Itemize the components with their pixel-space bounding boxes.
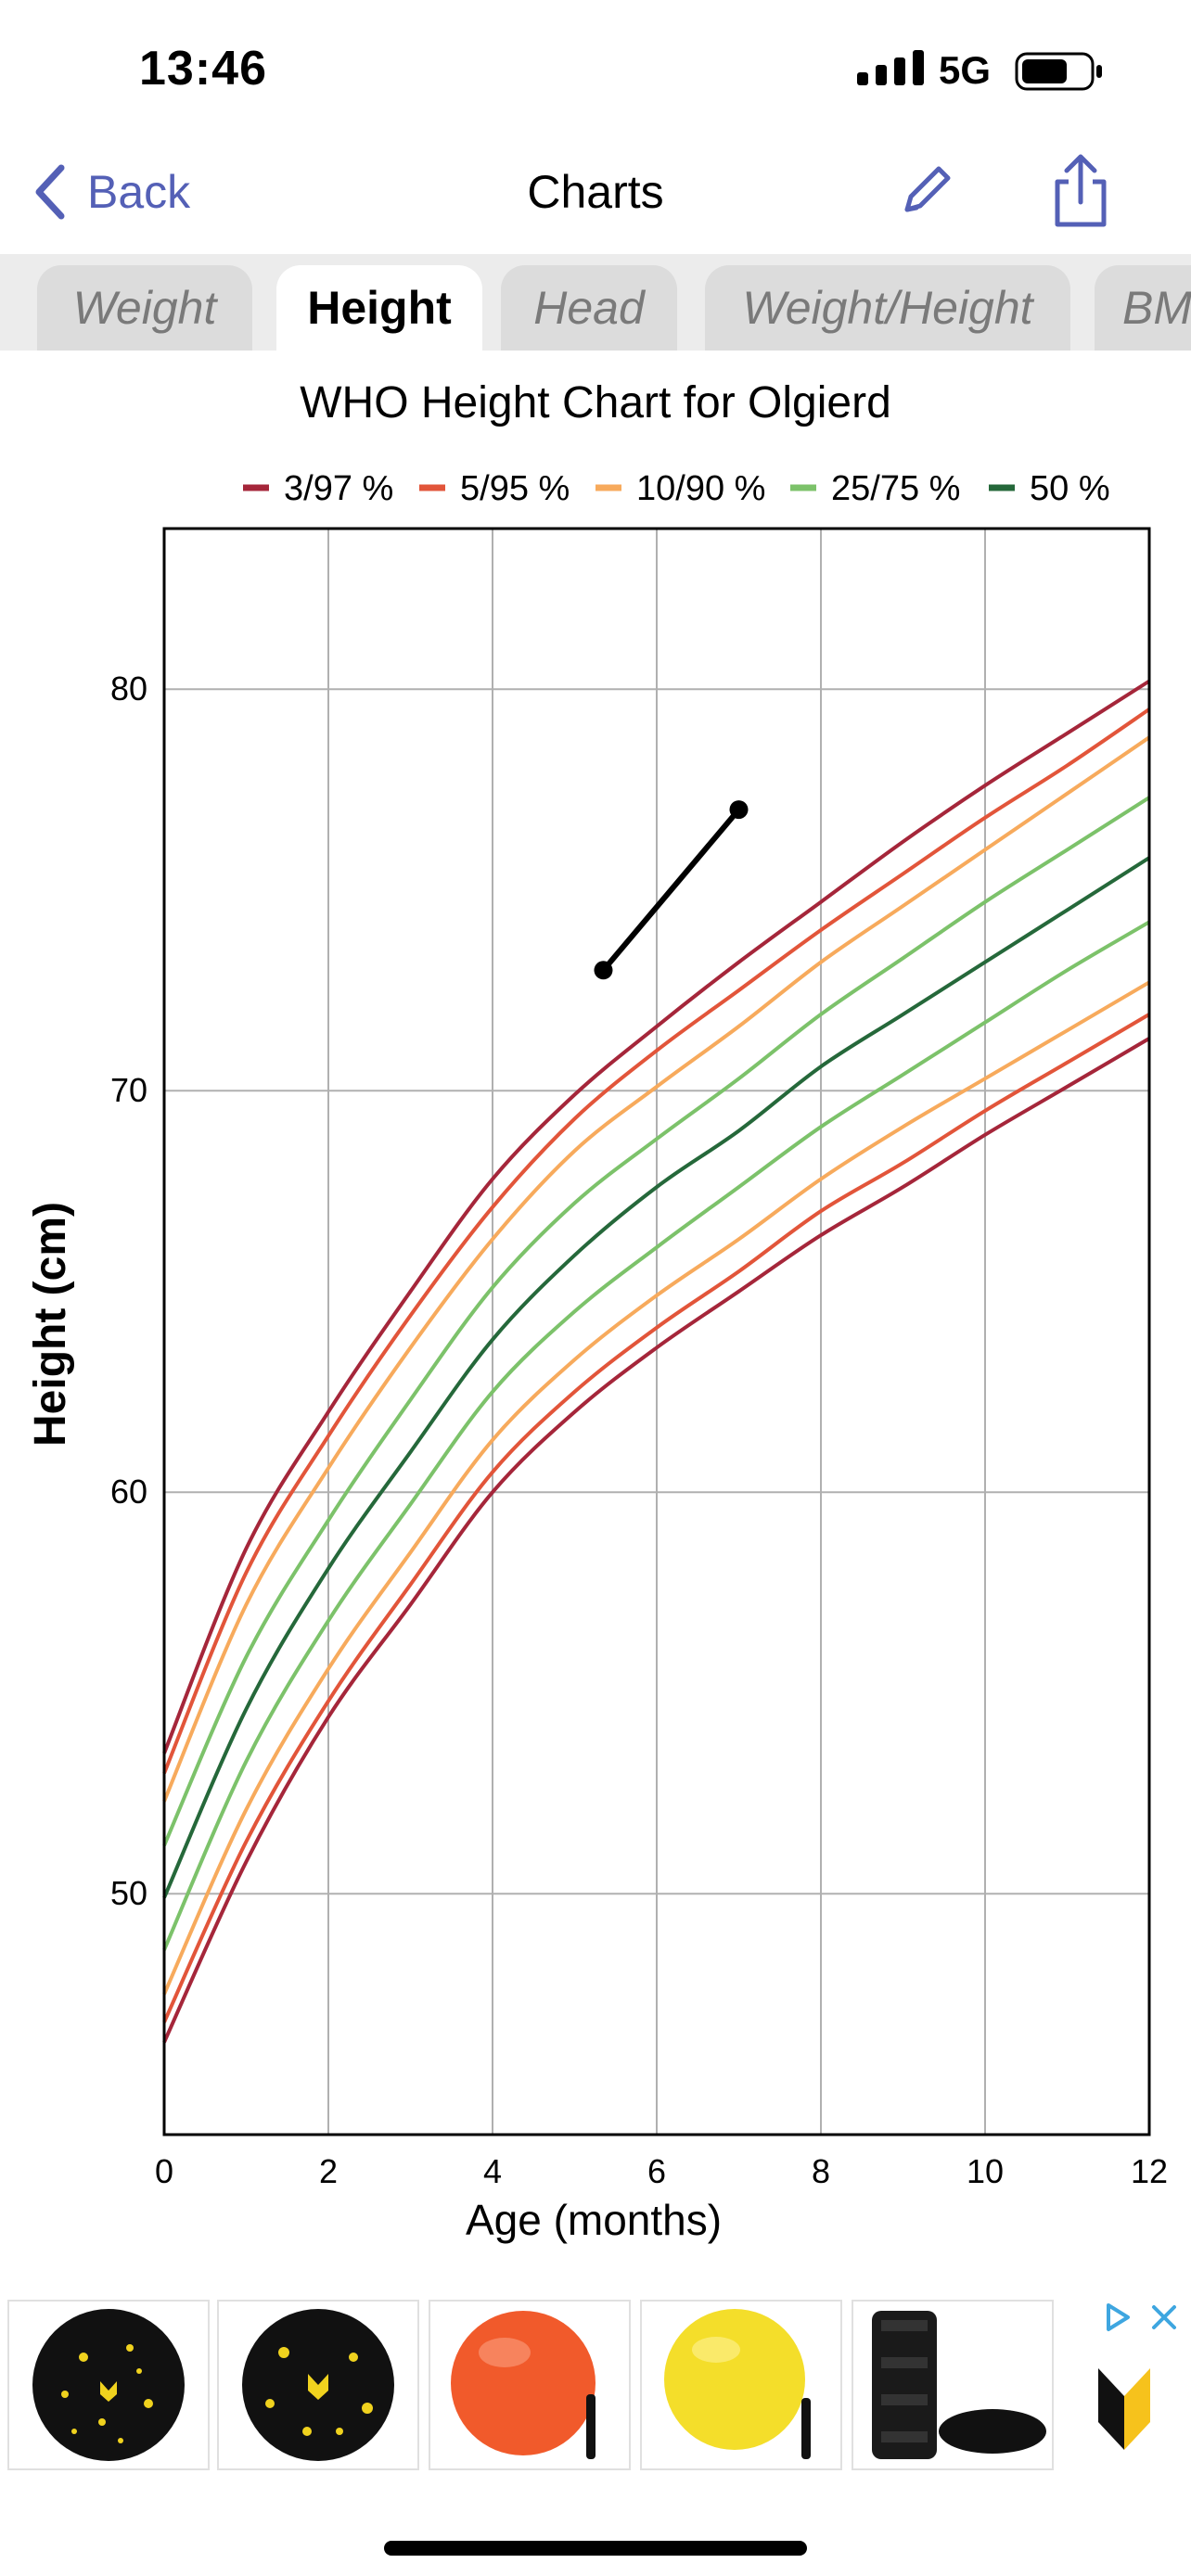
chart-legend: 3/97 % 5/95 % 10/90 % 25/75 % 50 %: [243, 469, 1110, 508]
height-chart: WHO Height Chart for Olgierd 3/97 % 5/95 …: [26, 378, 1168, 2244]
back-button[interactable]: Back: [33, 159, 190, 224]
chart-title: WHO Height Chart for Olgierd: [300, 378, 891, 427]
ad-product-3[interactable]: [429, 2300, 631, 2470]
percentile-line-25: [162, 920, 1151, 1951]
x-tick-label: 12: [1131, 2152, 1168, 2190]
massage-ball-image: [32, 2309, 185, 2461]
x-tick-label: 4: [483, 2152, 502, 2190]
percentile-line-3: [162, 1037, 1151, 2044]
back-label: Back: [87, 166, 191, 218]
ad-banner[interactable]: [0, 2290, 1191, 2485]
percentile-lines: [162, 679, 1151, 2044]
y-tick-label: 60: [110, 1473, 147, 1511]
foam-roller-image: [872, 2311, 1046, 2459]
chevron-left-icon: [35, 164, 65, 220]
x-tick-label: 2: [319, 2152, 338, 2190]
measurement-point[interactable]: [729, 800, 749, 820]
cellular-signal-icon: [857, 50, 924, 85]
exercise-ball-image: [451, 2311, 596, 2459]
x-tick-label: 10: [967, 2152, 1004, 2190]
navigation-bar: Back Charts: [0, 139, 1191, 250]
share-icon: [1055, 154, 1107, 227]
y-tick-label: 80: [110, 670, 147, 708]
battery-icon: [1015, 52, 1102, 91]
legend-label: 25/75 %: [831, 469, 960, 508]
tab-bmi[interactable]: BMI: [1095, 265, 1191, 351]
percentile-line-5: [162, 1013, 1151, 2023]
network-type: 5G: [939, 48, 992, 92]
chart-grid: [163, 529, 1150, 2135]
x-tick-label: 8: [812, 2152, 830, 2190]
adchoices-icon[interactable]: [1104, 2302, 1132, 2333]
tab-weight[interactable]: Weight: [37, 265, 252, 351]
percentile-line-75: [162, 796, 1151, 1847]
status-bar: 13:46 5G: [0, 0, 1191, 139]
share-button[interactable]: [1048, 152, 1113, 235]
measurement-series: [594, 800, 749, 980]
percentile-line-50: [162, 856, 1151, 1899]
ad-product-2[interactable]: [217, 2300, 419, 2470]
plot-frame: [162, 527, 1151, 2136]
legend-label: 5/95 %: [460, 469, 570, 508]
legend-label: 3/97 %: [284, 469, 393, 508]
brand-logo-icon: [1098, 2368, 1150, 2450]
home-indicator: [384, 2541, 807, 2556]
tab-weight-height[interactable]: Weight/Height: [705, 265, 1070, 351]
percentile-line-95: [162, 708, 1151, 1775]
close-ad-icon[interactable]: [1150, 2303, 1178, 2331]
y-tick-label: 50: [110, 1874, 147, 1912]
exercise-ball-image: [664, 2309, 811, 2459]
x-tick-label: 0: [155, 2152, 173, 2190]
chart-type-tabs: Weight Height Head Weight/Height BMI: [0, 254, 1191, 351]
tab-head[interactable]: Head: [501, 265, 677, 351]
percentile-line-97: [162, 679, 1151, 1754]
ad-product-1[interactable]: [7, 2300, 210, 2470]
y-tick-label: 70: [110, 1071, 147, 1109]
measurement-point[interactable]: [594, 961, 613, 980]
percentile-line-10: [162, 980, 1151, 1996]
legend-label: 10/90 %: [636, 469, 765, 508]
percentile-line-90: [162, 735, 1151, 1803]
ad-product-4[interactable]: [640, 2300, 842, 2470]
x-axis-label: Age (months): [466, 2196, 722, 2244]
measurement-line: [601, 808, 741, 973]
pencil-icon: [904, 166, 951, 212]
status-time: 13:46: [139, 42, 267, 96]
y-axis-label: Height (cm): [26, 1202, 75, 1447]
page-title: Charts: [527, 166, 664, 218]
x-tick-label: 6: [647, 2152, 666, 2190]
legend-label: 50 %: [1030, 469, 1110, 508]
y-axis-ticks: 50 60 70 80: [110, 670, 147, 1912]
x-axis-ticks: 0 2 4 6 8 10 12: [155, 2152, 1168, 2190]
massage-ball-image: [242, 2309, 394, 2461]
ad-product-5[interactable]: [852, 2300, 1054, 2470]
tab-height[interactable]: Height: [276, 265, 482, 351]
edit-button[interactable]: [896, 159, 957, 225]
